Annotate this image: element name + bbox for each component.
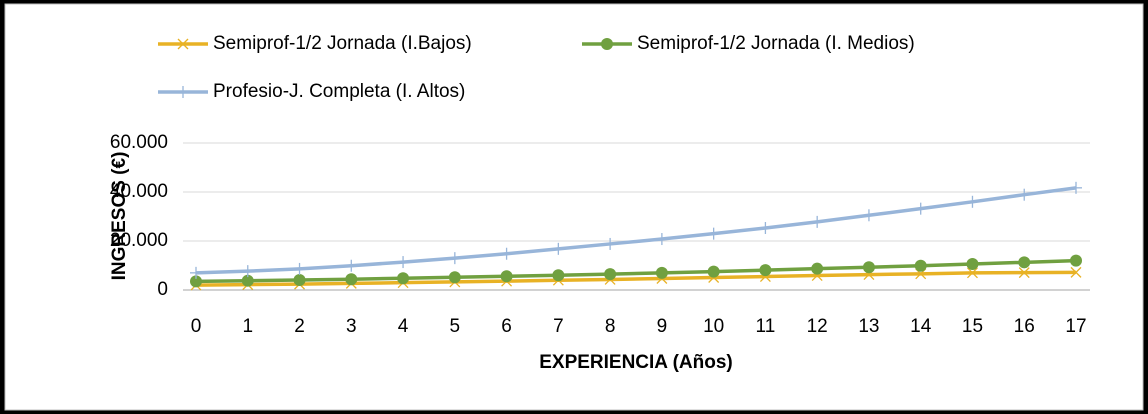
marker [655, 233, 668, 246]
marker [1070, 266, 1082, 278]
marker [397, 256, 410, 269]
marker [448, 271, 461, 284]
marker [604, 237, 617, 250]
marker [601, 38, 613, 50]
marker [707, 227, 720, 240]
marker [966, 195, 979, 208]
marker-stroke [1070, 266, 1082, 278]
x-tick-label: 5 [450, 316, 461, 337]
series-line [195, 270, 1077, 287]
x-tick-label: 10 [703, 316, 724, 337]
x-tick-label: 6 [501, 316, 512, 337]
x-tick-label: 16 [1014, 316, 1035, 337]
series-line [195, 258, 1077, 284]
marker [1018, 267, 1030, 279]
marker [190, 275, 202, 288]
marker [241, 274, 254, 287]
marker [759, 222, 772, 235]
marker [1018, 188, 1031, 201]
x-tick-label: 17 [1065, 316, 1086, 337]
marker [293, 273, 306, 286]
x-tick-label: 14 [910, 316, 932, 337]
marker [190, 266, 202, 279]
x-tick-label: 11 [756, 316, 776, 337]
x-tick-label: 8 [605, 316, 616, 337]
marker [707, 265, 720, 278]
series-line [195, 186, 1077, 275]
marker [862, 209, 875, 222]
marker [1070, 254, 1082, 267]
marker [241, 265, 254, 278]
marker [397, 272, 410, 285]
marker [500, 270, 513, 283]
marker [293, 262, 306, 275]
marker [604, 268, 617, 281]
marker [1018, 256, 1031, 269]
marker [552, 269, 565, 282]
marker [345, 273, 358, 286]
x-tick-label: 13 [858, 316, 879, 337]
legend-label: Profesio-J. Completa (I. Altos) [213, 81, 465, 102]
marker [1070, 181, 1082, 194]
marker [655, 266, 668, 279]
x-tick-label: 15 [962, 316, 983, 337]
y-tick-label: 60.000 [110, 132, 168, 153]
marker-stroke [1018, 267, 1030, 279]
y-tick-label: 20.000 [110, 230, 168, 251]
x-tick-label: 9 [657, 316, 668, 337]
chart-area [4, 3, 1144, 411]
x-tick-label: 4 [398, 316, 409, 337]
x-tick-label: 12 [807, 316, 828, 337]
marker [967, 267, 978, 279]
marker [862, 261, 875, 274]
x-axis-label: EXPERIENCIA (Años) [539, 352, 733, 373]
marker-stroke [967, 267, 978, 279]
marker [811, 262, 824, 275]
legend-label: Semiprof-1/2 Jornada (I.Bajos) [213, 33, 472, 54]
marker [345, 259, 358, 272]
x-tick-label: 2 [294, 316, 305, 337]
x-tick-label: 7 [553, 316, 564, 337]
marker [811, 215, 824, 228]
x-tick-label: 1 [242, 316, 253, 337]
marker-stroke [177, 38, 189, 50]
marker [177, 86, 189, 98]
y-tick-label: 40.000 [110, 181, 168, 202]
y-axis-label: INGRESOS (€) [109, 152, 130, 281]
x-tick-label: 3 [346, 316, 357, 337]
y-tick-label: 0 [157, 279, 168, 300]
marker [914, 259, 927, 272]
x-tick-label: 0 [191, 316, 202, 337]
marker [759, 264, 772, 277]
marker [448, 252, 461, 265]
marker [177, 38, 189, 50]
marker [500, 247, 513, 260]
marker [914, 202, 927, 215]
marker [966, 258, 979, 271]
legend-label: Semiprof-1/2 Jornada (I. Medios) [637, 33, 915, 54]
marker [552, 242, 565, 255]
